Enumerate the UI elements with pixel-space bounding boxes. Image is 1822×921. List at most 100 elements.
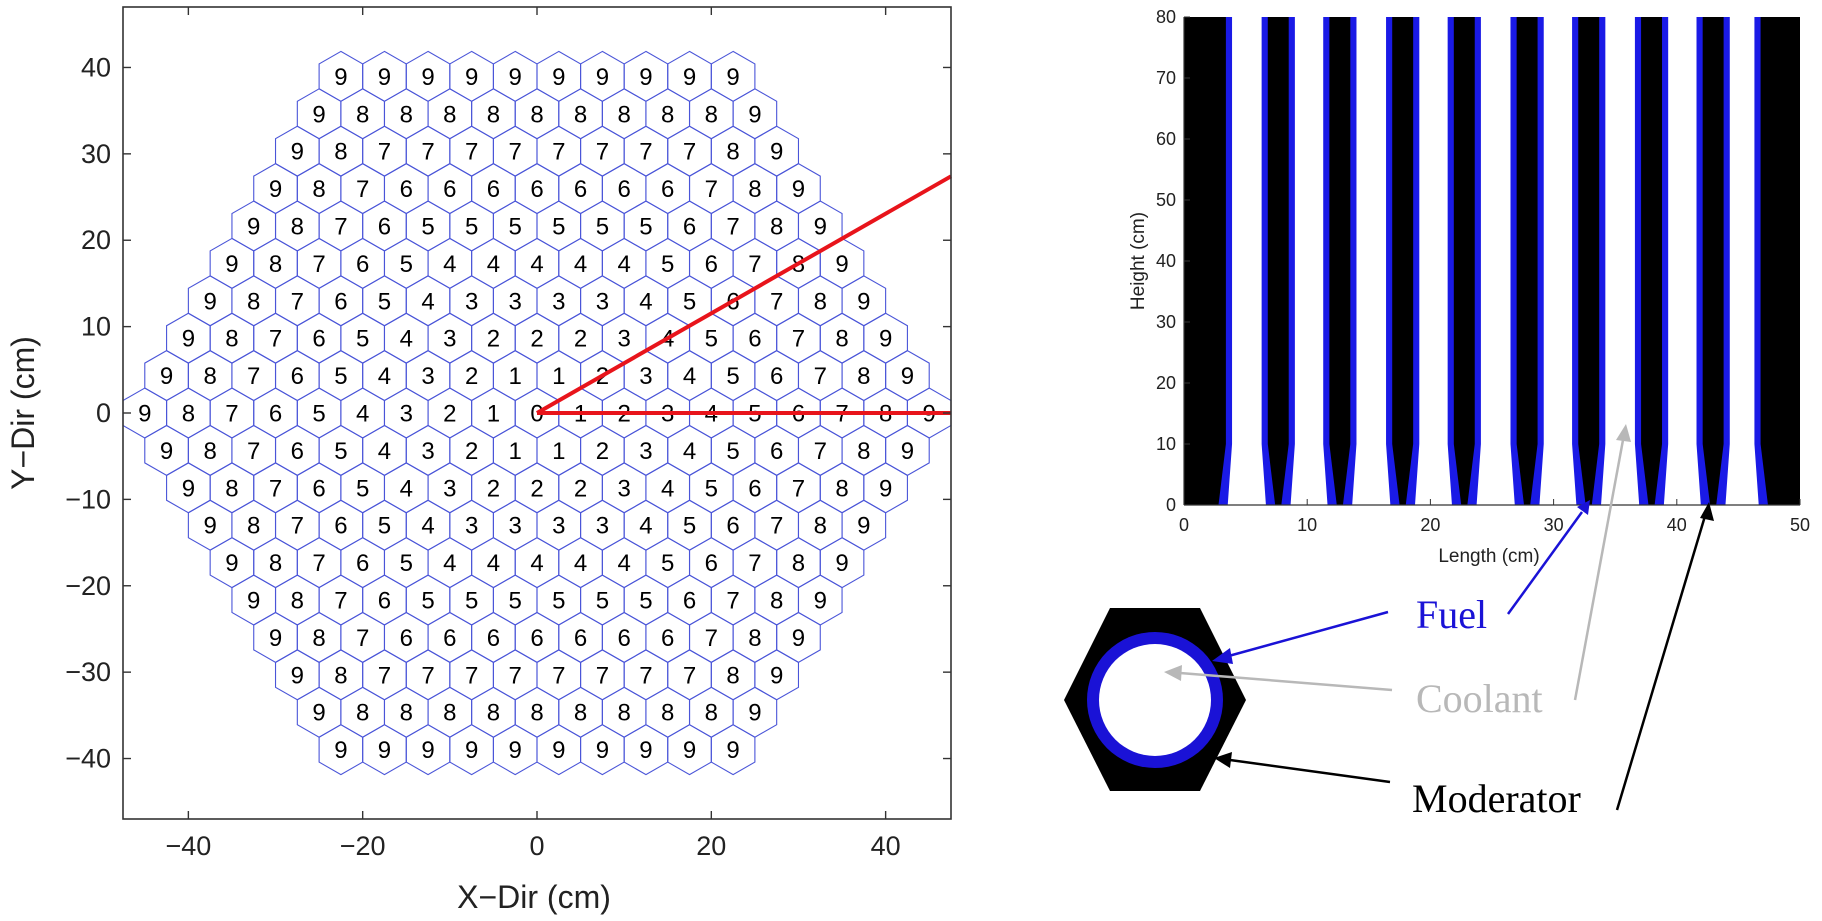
hex-ring-number: 9: [291, 662, 304, 689]
hex-ring-number: 3: [400, 401, 413, 428]
hex-ring-number: 9: [748, 700, 761, 727]
coolant-channel: [1352, 17, 1391, 505]
hex-ring-number: 8: [661, 700, 674, 727]
hex-ring-number: 9: [596, 64, 609, 91]
hex-ring-number: 3: [639, 363, 652, 390]
hex-ring-number: 3: [509, 288, 522, 315]
hex-ring-number: 9: [748, 101, 761, 128]
hex-y-tick-label: 40: [81, 52, 111, 82]
hex-ring-number: 8: [269, 550, 282, 577]
hex-ring-number: 9: [726, 64, 739, 91]
coolant-channel: [1415, 17, 1452, 505]
hex-ring-number: 8: [334, 139, 347, 166]
hex-ring-number: 9: [334, 64, 347, 91]
axial-axis-ticks: 0 10 20 30 40 50 80 70 60 50 40 30 20 10 0: [1156, 7, 1810, 535]
hex-ring-number: 9: [509, 64, 522, 91]
hex-ring-number: 9: [225, 550, 238, 577]
fuel-arrow-to-hex: [1224, 610, 1389, 659]
hex-ring-number: 8: [269, 251, 282, 278]
hex-ring-number: 8: [334, 662, 347, 689]
hex-ring-number: 6: [356, 251, 369, 278]
hex-ring-number: 5: [596, 213, 609, 240]
hex-ring-number: 8: [400, 101, 413, 128]
hex-ring-number: 9: [857, 288, 870, 315]
moderator-arrow-to-plot: [1615, 515, 1707, 811]
hex-ring-number: 6: [748, 475, 761, 502]
hex-ring-number: 7: [291, 288, 304, 315]
hex-ring-number: 4: [443, 550, 456, 577]
hex-ring-number: 5: [421, 213, 434, 240]
hex-ring-number: 2: [487, 326, 500, 353]
hex-ring-number: 9: [421, 737, 434, 764]
hex-ring-number: 2: [574, 326, 587, 353]
coolant-arrowhead-hex: [1164, 665, 1182, 681]
coolant-channel: [1725, 17, 1759, 505]
hex-ring-number: 4: [400, 326, 413, 353]
hex-ring-number: 8: [748, 176, 761, 203]
hex-ring-number: 5: [509, 588, 522, 615]
hex-ring-number: 6: [770, 438, 783, 465]
axial-y-tick-label: 20: [1156, 373, 1176, 393]
hex-ring-number: 6: [530, 176, 543, 203]
hex-ring-number: 5: [421, 588, 434, 615]
hex-ring-number: 6: [443, 176, 456, 203]
hex-ring-number: 5: [509, 213, 522, 240]
hex-ring-number: 9: [552, 737, 565, 764]
hex-ring-number: 4: [639, 288, 652, 315]
hex-ring-number: 5: [356, 475, 369, 502]
hex-ring-number: 7: [356, 625, 369, 652]
hex-x-axis-label: X−Dir (cm): [457, 879, 611, 915]
hex-x-tick-label: −40: [165, 831, 211, 861]
coolant-channel: [1227, 17, 1266, 505]
hex-ring-number: 5: [552, 588, 565, 615]
hex-ring-number: 8: [857, 438, 870, 465]
hex-ring-number: 9: [312, 101, 325, 128]
hex-ring-number: 7: [421, 662, 434, 689]
hex-ring-number: 7: [726, 588, 739, 615]
axial-x-tick-label: 30: [1544, 515, 1564, 535]
hex-ring-number: 6: [617, 625, 630, 652]
hex-ring-number: 8: [182, 401, 195, 428]
coolant-channel: [1601, 17, 1640, 505]
hex-ring-number: 8: [574, 101, 587, 128]
hex-cell: [710, 50, 756, 102]
hex-ring-number: 3: [465, 513, 478, 540]
hex-ring-number: 4: [421, 288, 434, 315]
hex-ring-number: 9: [901, 438, 914, 465]
hex-ring-number: 6: [400, 625, 413, 652]
hex-ring-number: 7: [269, 326, 282, 353]
hex-x-tick-label: 40: [871, 831, 901, 861]
hex-ring-number: 9: [465, 737, 478, 764]
axial-y-tick-label: 60: [1156, 129, 1176, 149]
hex-ring-number: 9: [879, 326, 892, 353]
hex-ring-number: 8: [225, 326, 238, 353]
hex-ring-number: 8: [443, 700, 456, 727]
hex-ring-number: 6: [574, 176, 587, 203]
hex-ring-number: 6: [487, 625, 500, 652]
hex-ring-number: 9: [160, 363, 173, 390]
hex-ring-number: 7: [247, 363, 260, 390]
hex-ring-number: 5: [683, 288, 696, 315]
hex-ring-number: 7: [269, 475, 282, 502]
hex-cell-grid: 9 9 9 9 9 9 9 9 9 99 8 8 8 8 8 8 8 8 8 99 8 7 7 7 7 7 7 7 7 8 99 8 7 6 6 6 6…: [122, 50, 952, 776]
hex-ring-number: 2: [596, 438, 609, 465]
hex-ring-number: 3: [617, 326, 630, 353]
hex-ring-number: 7: [509, 139, 522, 166]
hex-ring-number: 9: [225, 251, 238, 278]
hex-ring-number: 4: [378, 363, 391, 390]
hex-ring-number: 4: [487, 251, 500, 278]
hex-ring-number: 7: [378, 662, 391, 689]
hex-ring-number: 7: [247, 438, 260, 465]
hex-ring-number: 9: [509, 737, 522, 764]
fuel-label: Fuel: [1416, 592, 1487, 637]
hex-y-tick-label: −40: [65, 744, 111, 774]
moderator-arrows: [1214, 502, 1714, 811]
hex-ring-number: 2: [465, 363, 478, 390]
hex-ring-number: 8: [835, 326, 848, 353]
hex-ring-number: 7: [312, 550, 325, 577]
hex-ring-number: 7: [552, 662, 565, 689]
hex-ring-number: 7: [291, 513, 304, 540]
hex-ring-number: 8: [356, 700, 369, 727]
hex-ring-number: 7: [509, 662, 522, 689]
